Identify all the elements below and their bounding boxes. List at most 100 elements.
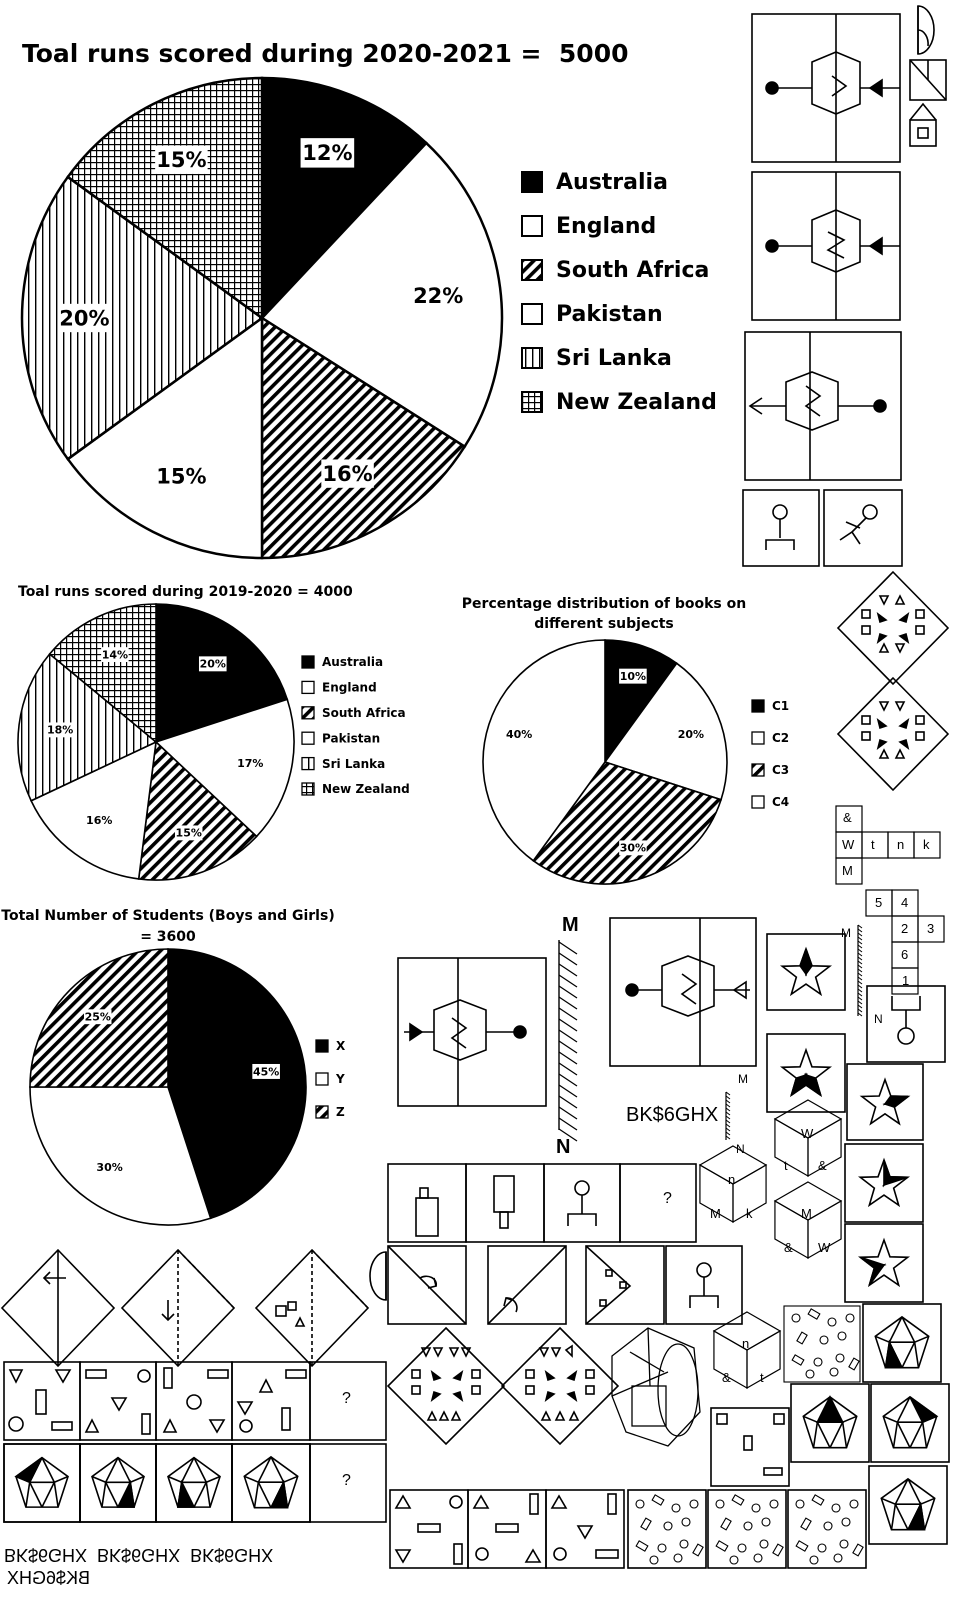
- hatch-line: [558, 1029, 578, 1043]
- pentagon-fill: [116, 1479, 136, 1508]
- hatch-line: [857, 968, 863, 973]
- chart2-pie: 20% 17% 15% 16% 18% 14%: [17, 603, 295, 881]
- figure-box-5: [609, 917, 757, 1067]
- pie-label: 10%: [620, 670, 646, 683]
- legend-swatch: [521, 303, 543, 325]
- legend-label: C3: [772, 763, 789, 777]
- sequence-row-2: [3, 1361, 387, 1441]
- legend-label: C1: [772, 699, 789, 713]
- star-box: [844, 1143, 924, 1223]
- chart4-pie: 45% 30% 25%: [29, 948, 307, 1226]
- star-box: [766, 933, 846, 1011]
- hatch-line: [558, 1084, 578, 1098]
- hatch-line: [558, 1007, 578, 1021]
- pie-slice-new-zealand: [48, 603, 157, 744]
- legend-swatch: [301, 756, 315, 771]
- cube-face: [807, 1117, 842, 1178]
- hatch-line: [725, 1103, 731, 1108]
- legend-label: Z: [336, 1105, 345, 1119]
- cube-face: [774, 1199, 809, 1260]
- cube-face: [807, 1199, 842, 1260]
- pentagon-box: [231, 1443, 311, 1523]
- legend-swatch: [315, 1072, 329, 1086]
- chart2-title: Toal runs scored during 2019-2020 = 4000: [18, 584, 353, 600]
- diamond-arrows-4: [500, 1326, 620, 1446]
- legend-label: Pakistan: [322, 731, 380, 745]
- hatch-line: [857, 996, 863, 1001]
- chart3-title-line1: Percentage distribution of books on: [462, 596, 746, 612]
- pie-slice-pakistan: [66, 315, 264, 560]
- hatch-line: [725, 1107, 731, 1112]
- cube-face: [746, 1329, 781, 1390]
- pie-label: 20%: [200, 658, 226, 671]
- chart2-legend: Australia England South Africa Pakistan Sri …: [301, 655, 410, 796]
- pie-slice-south-africa: [260, 315, 467, 560]
- diamond-arrows-1: [836, 570, 950, 686]
- hatch-line: [857, 940, 863, 945]
- star-box: [844, 1223, 924, 1303]
- pie-label: 22%: [413, 284, 463, 308]
- pie-label: 15%: [176, 827, 202, 840]
- pentagon-fill: [14, 1456, 43, 1484]
- hatch-line: [725, 1135, 731, 1140]
- pie-slice-england: [260, 141, 504, 449]
- pie-slice-pakistan: [30, 740, 157, 880]
- pie-label: 45%: [253, 1065, 279, 1078]
- pie-label: 15%: [156, 148, 206, 172]
- legend-swatch: [521, 215, 543, 237]
- pentagon-fill: [176, 1479, 196, 1508]
- legend-swatch: [315, 1039, 329, 1053]
- legend-swatch: [315, 1105, 329, 1119]
- hatch-line: [725, 1131, 731, 1136]
- pie-label: 15%: [156, 465, 206, 489]
- figure-box-1: [751, 13, 901, 163]
- cube-face: [732, 1163, 767, 1224]
- figure-box-rects: [710, 1407, 790, 1487]
- hatch-line: [558, 1040, 578, 1054]
- pentagon-box: [790, 1383, 870, 1463]
- hatch-line: [725, 1111, 731, 1116]
- hatch-line: [857, 952, 863, 957]
- legend-swatch: [301, 706, 315, 720]
- cube-face: [698, 1145, 768, 1185]
- hatch-line: [725, 1115, 731, 1120]
- pie-label: 14%: [102, 648, 128, 661]
- hatch-line: [558, 996, 578, 1010]
- scatter-box: [783, 1305, 861, 1383]
- hatch-line: [725, 1127, 731, 1132]
- legend-label: South Africa: [556, 258, 709, 283]
- hatch-line: [558, 1062, 578, 1076]
- pie-slice-england: [154, 698, 295, 838]
- legend-label: South Africa: [322, 706, 406, 720]
- legend-label: Australia: [322, 655, 383, 669]
- pentagon-fill: [269, 1479, 289, 1509]
- pie-label: 20%: [59, 306, 109, 330]
- pie-slice-c3: [532, 761, 723, 885]
- pentagon-box: [868, 1465, 948, 1545]
- cube-face: [773, 1181, 843, 1221]
- legend-swatch: [301, 655, 315, 669]
- pie-label: 40%: [506, 728, 532, 741]
- chart1-pie: 12% 22% 16% 15% 20% 15%: [20, 76, 504, 560]
- legend-swatch: [301, 782, 315, 796]
- cube-face: [712, 1311, 782, 1351]
- hatch-line: [558, 974, 578, 988]
- pie-label: 16%: [86, 814, 112, 827]
- hatch-line: [857, 960, 863, 965]
- mirror-hatching: [558, 924, 863, 1142]
- pie-slice-australia: [155, 603, 289, 744]
- legend-label: C2: [772, 731, 789, 745]
- legend-label: New Zealand: [556, 390, 717, 415]
- legend-label: England: [322, 681, 377, 695]
- pentagon-fill: [816, 1395, 844, 1423]
- legend-label: Sri Lanka: [556, 346, 672, 371]
- pentagon-fill: [906, 1501, 926, 1531]
- fold-row-boxes: [369, 1245, 743, 1325]
- star-fill: [881, 1175, 908, 1187]
- hatch-line: [558, 1095, 578, 1109]
- diamond-arrows-2: [836, 676, 950, 792]
- pie-slice-south-africa: [137, 740, 258, 881]
- hatch-line: [857, 928, 863, 933]
- legend-label: New Zealand: [322, 782, 410, 796]
- figure-stick-people: [742, 489, 903, 567]
